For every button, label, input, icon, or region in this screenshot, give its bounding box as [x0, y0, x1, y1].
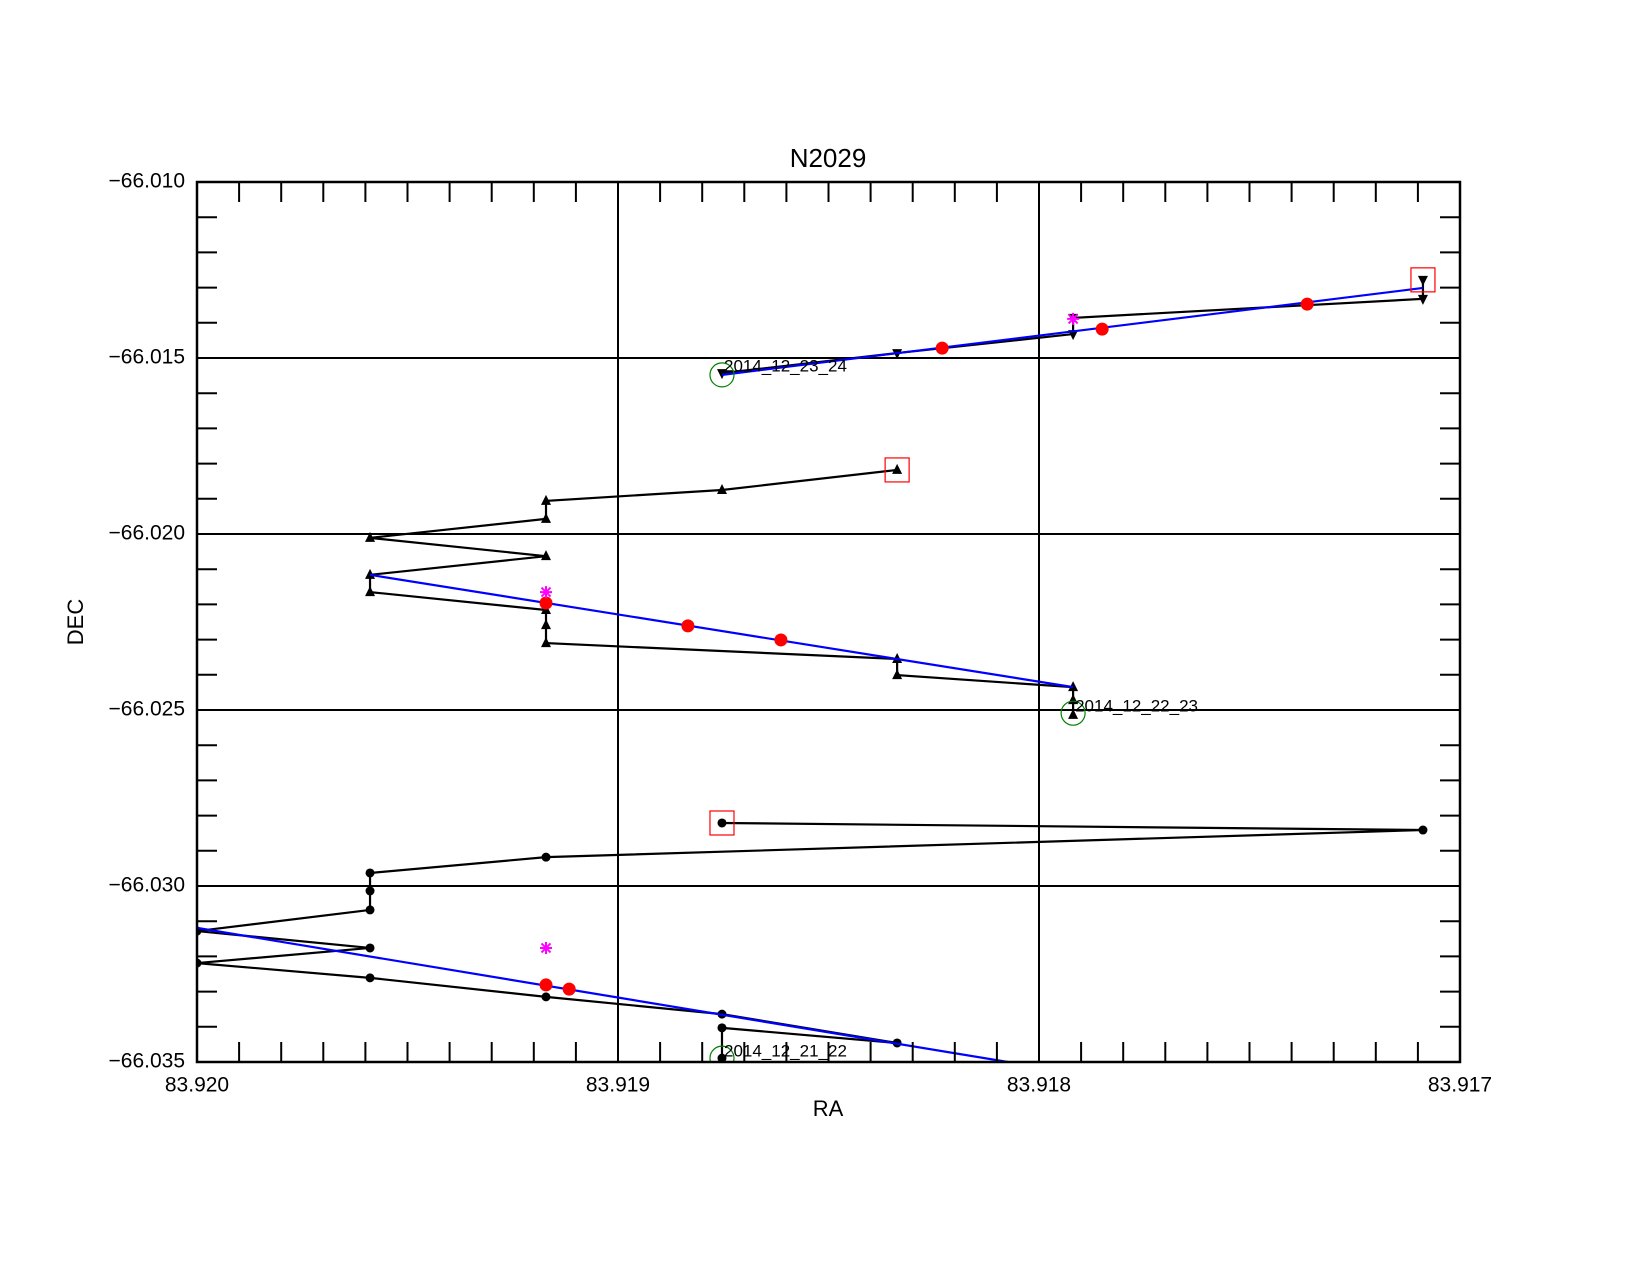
- x-tick-label: 83.918: [1007, 1074, 1071, 1097]
- y-tick-label: −66.030: [109, 874, 186, 897]
- y-tick-label: −66.035: [109, 1050, 186, 1073]
- red-square: [884, 457, 910, 483]
- red-dot: [774, 633, 788, 647]
- red-dot: [1095, 322, 1109, 336]
- axes: 83.920 83.919 83.918 83.917 −66.035 −66.030 −6…: [109, 170, 1493, 1097]
- y-tick-label: −66.020: [109, 522, 186, 545]
- asterisk-marker: [540, 586, 553, 599]
- annotation: 2014_12_21_22: [724, 1042, 847, 1061]
- asterisk-marker: [1067, 312, 1080, 325]
- circle-marker: [717, 818, 727, 828]
- red-dot: [935, 341, 949, 355]
- red-square: [709, 810, 735, 836]
- circle-marker: [365, 973, 375, 983]
- circle-marker: [717, 1053, 727, 1062]
- plot-area: [197, 267, 1436, 1062]
- green-circle: [1060, 700, 1086, 726]
- circle-marker: [365, 886, 375, 896]
- red-square: [1410, 267, 1436, 293]
- green-circle: [709, 1045, 735, 1062]
- y-axis-label: DEC: [63, 599, 88, 646]
- y-tick-label: −66.025: [109, 698, 186, 721]
- triangle-marker: [365, 586, 376, 597]
- triangle-marker: [1417, 294, 1428, 305]
- circle-marker: [365, 905, 375, 915]
- x-tick-label: 83.917: [1428, 1074, 1492, 1097]
- circle-marker: [541, 992, 551, 1002]
- triangle-marker: [892, 463, 903, 474]
- plot-frame: [195, 180, 1462, 1064]
- red-dot: [1300, 297, 1314, 311]
- asterisk-marker: [540, 941, 553, 954]
- series-line: [368, 468, 1075, 715]
- red-dot: [681, 619, 695, 633]
- green-circle: [709, 362, 735, 388]
- red-dot: [539, 978, 553, 992]
- series-line: [197, 821, 1423, 1059]
- triangle-marker: [541, 637, 552, 648]
- triangle-marker: [365, 531, 376, 542]
- triangle-marker: [892, 669, 903, 680]
- circle-marker: [717, 1023, 727, 1033]
- triangle-marker: [1417, 275, 1428, 286]
- triangle-marker: [1068, 708, 1079, 719]
- y-tick-label: −66.010: [109, 170, 186, 193]
- x-axis-label: RA: [813, 1096, 844, 1121]
- triangle-marker: [541, 550, 552, 561]
- grid: [196, 181, 1461, 1063]
- annotation: 2014_12_23_24: [724, 357, 847, 376]
- chart-title: N2029: [790, 143, 867, 173]
- triangle-marker: [716, 484, 727, 494]
- triangle-marker: [541, 512, 552, 523]
- x-tick-label: 83.920: [165, 1074, 229, 1097]
- y-tick-label: −66.015: [109, 346, 186, 369]
- circle-marker: [1418, 825, 1428, 835]
- circle-marker: [365, 868, 375, 878]
- red-dot: [539, 596, 553, 610]
- x-tick-label: 83.919: [586, 1074, 650, 1097]
- triangle-marker: [541, 619, 552, 630]
- annotation: 2014_12_22_23: [1075, 697, 1198, 716]
- series-line: [197, 286, 1424, 1062]
- red-dot: [562, 982, 576, 996]
- circle-marker: [365, 943, 375, 953]
- triangle-marker: [541, 494, 552, 505]
- circle-marker: [541, 852, 551, 862]
